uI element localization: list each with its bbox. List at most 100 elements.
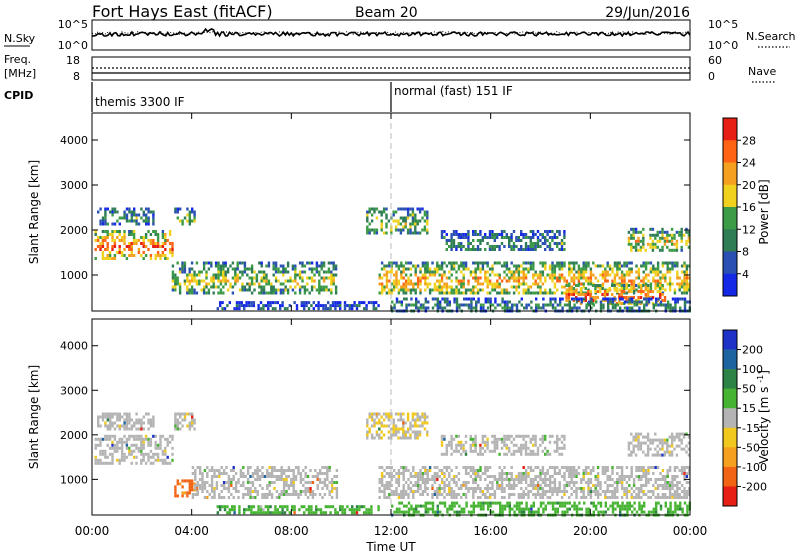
echo-cell <box>532 276 535 280</box>
echo-cell <box>193 427 196 431</box>
echo-cell <box>142 427 145 431</box>
echo-cell <box>287 493 291 496</box>
echo-cell <box>259 511 263 515</box>
echo-cell <box>640 490 643 493</box>
echo-cell <box>489 501 492 505</box>
echo-cell <box>616 478 619 481</box>
echo-cell <box>556 443 559 447</box>
nave-label: Nave <box>748 65 776 78</box>
echo-cell <box>655 501 658 505</box>
echo-cell <box>493 245 496 248</box>
y-tick-label: 4000 <box>60 134 88 147</box>
echo-cell <box>375 216 379 220</box>
echo-cell <box>414 273 417 277</box>
echo-cell <box>142 242 145 245</box>
echo-cell <box>154 257 157 260</box>
echo-cell <box>517 248 520 251</box>
echo-cell <box>292 481 295 484</box>
echo-cell <box>171 279 175 283</box>
echo-cell <box>476 288 480 292</box>
echo-cell <box>505 288 509 292</box>
echo-cell <box>522 276 525 280</box>
echo-cell <box>524 475 528 478</box>
echo-cell <box>133 213 136 217</box>
echo-cell <box>111 461 114 465</box>
echo-cell <box>171 273 175 277</box>
echo-cell <box>246 267 249 271</box>
echo-cell <box>245 301 248 305</box>
echo-cell <box>568 273 571 277</box>
echo-cell <box>121 216 124 220</box>
echo-cell <box>286 264 290 268</box>
echo-cell <box>452 493 456 496</box>
echo-cell <box>130 461 133 465</box>
echo-cell <box>333 475 336 478</box>
echo-cell <box>174 415 177 419</box>
echo-cell <box>565 481 569 484</box>
echo-cell <box>315 304 318 308</box>
echo-cell <box>465 303 468 307</box>
echo-cell <box>505 434 508 438</box>
echo-cell <box>667 507 670 511</box>
echo-cell <box>623 475 626 478</box>
echo-cell <box>123 254 126 257</box>
echo-cell <box>658 441 662 445</box>
echo-cell <box>625 487 629 490</box>
echo-cell <box>479 449 482 453</box>
echo-cell <box>397 475 401 478</box>
echo-cell <box>649 290 652 293</box>
echo-cell <box>128 452 131 456</box>
echo-cell <box>467 279 470 283</box>
echo-cell <box>680 264 684 268</box>
echo-cell <box>234 484 238 487</box>
echo-cell <box>135 418 138 422</box>
echo-cell <box>135 213 138 217</box>
echo-cell <box>563 230 566 233</box>
echo-cell <box>655 303 658 307</box>
echo-cell <box>270 291 273 295</box>
echo-cell <box>397 427 400 431</box>
echo-cell <box>481 264 485 268</box>
echo-cell <box>418 231 422 235</box>
echo-cell <box>130 251 133 254</box>
echo-cell <box>96 443 100 447</box>
echo-cell <box>560 285 564 289</box>
echo-cell <box>152 213 155 217</box>
echo-cell <box>423 421 427 425</box>
echo-cell <box>667 306 670 310</box>
echo-cell <box>108 452 112 456</box>
echo-cell <box>140 254 143 257</box>
echo-cell <box>508 276 511 280</box>
echo-cell <box>407 267 410 271</box>
echo-cell <box>496 236 499 239</box>
echo-cell <box>464 233 468 236</box>
echo-cell <box>193 270 196 274</box>
echo-cell <box>238 270 242 274</box>
echo-cell <box>164 248 167 251</box>
echo-cell <box>670 236 674 240</box>
echo-cell <box>608 496 612 499</box>
echo-cell <box>532 282 535 286</box>
echo-cell <box>171 446 174 450</box>
echo-cell <box>556 472 559 475</box>
echo-cell <box>472 306 475 310</box>
echo-cell <box>108 233 112 236</box>
echo-cell <box>101 251 105 254</box>
echo-cell <box>472 276 475 280</box>
echo-cell <box>377 505 380 509</box>
echo-cell <box>443 230 446 233</box>
echo-cell <box>515 276 518 280</box>
echo-cell <box>207 261 211 265</box>
echo-cell <box>628 279 631 283</box>
echo-cell <box>654 432 657 436</box>
echo-cell <box>130 449 133 453</box>
echo-cell <box>433 481 437 484</box>
echo-cell <box>135 219 138 223</box>
echo-cell <box>498 466 501 469</box>
echo-cell <box>397 418 400 422</box>
echo-cell <box>532 264 535 268</box>
echo-cell <box>685 239 688 243</box>
echo-cell <box>611 472 614 475</box>
echo-cell <box>554 306 557 310</box>
echo-cell <box>602 306 605 310</box>
